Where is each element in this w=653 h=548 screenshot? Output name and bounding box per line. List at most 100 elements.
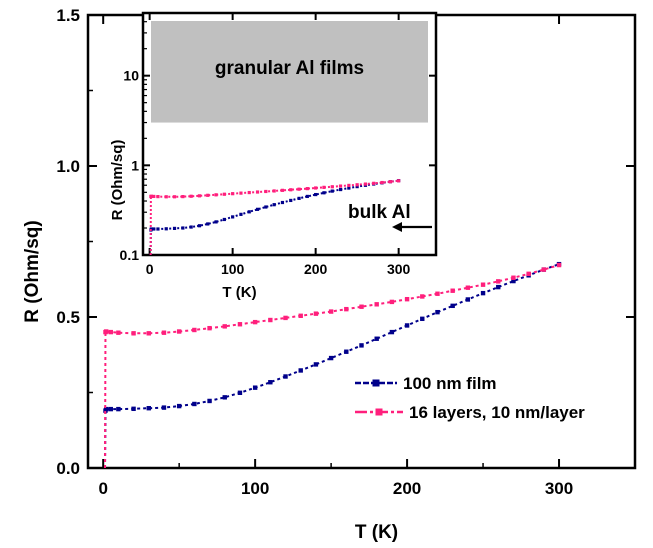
main-data-point [541, 267, 547, 272]
inset-series-1 [149, 179, 401, 256]
main-data-point [298, 368, 303, 373]
inset-y-axis-title: R (Ohm/sq) [109, 140, 126, 221]
main-y-axis-title: R (Ohm/sq) [22, 220, 43, 322]
main-data-point [511, 278, 516, 284]
main-data-point [450, 303, 455, 309]
main-data-point [104, 329, 109, 334]
main-data-point [404, 323, 410, 328]
inset-data-point [206, 193, 210, 197]
inset-data-point [322, 185, 326, 189]
main-series-1 [103, 262, 562, 469]
main-x-tick-label: 300 [545, 479, 573, 498]
main-series-line [104, 264, 560, 469]
main-data-point [131, 406, 136, 412]
main-data-point [116, 330, 121, 335]
main-data-point [511, 275, 516, 280]
legend-swatch-marker [372, 379, 380, 387]
main-data-point [480, 290, 486, 296]
inset-data-point [149, 227, 153, 231]
main-data-point [252, 385, 258, 390]
main-data-point [108, 329, 113, 335]
main-x-tick-label: 0 [98, 479, 107, 498]
inset-data-point [222, 217, 226, 222]
main-data-point [496, 279, 501, 284]
main-y-tick-label: 0.5 [56, 308, 80, 327]
inset-data-point [355, 183, 359, 187]
inset-data-point [338, 187, 343, 192]
inset-data-point [231, 192, 235, 196]
inset-data-point [338, 184, 343, 188]
main-data-point [237, 390, 243, 396]
main-data-point [374, 302, 379, 307]
main-data-point [328, 355, 334, 361]
inset-data-point [397, 179, 401, 183]
main-y-tick-label: 0.0 [56, 459, 80, 478]
inset-data-point [264, 205, 268, 209]
inset-data-point [247, 210, 251, 214]
main-data-point [237, 322, 243, 327]
inset-data-point [380, 180, 384, 185]
inset-data-point [172, 226, 177, 230]
main-data-point [298, 313, 303, 318]
inset-data-point [164, 227, 168, 231]
inset-plot-frame [141, 11, 438, 257]
inset-x-tick-label: 200 [304, 261, 328, 277]
main-data-point [283, 374, 288, 379]
inset-data-point [156, 227, 160, 231]
main-data-point [161, 405, 167, 410]
main-data-point [131, 331, 136, 336]
main-data-point [176, 403, 182, 409]
main-data-point [374, 336, 379, 341]
inset-data-point [272, 203, 276, 207]
main-data-point [104, 406, 109, 412]
main-data-point [313, 311, 319, 316]
main-data-point [207, 325, 212, 331]
bulk-al-arrow [392, 222, 432, 232]
main-data-point [344, 306, 349, 312]
main-data-point [268, 380, 273, 385]
inset-series-line [149, 179, 399, 256]
inset-data-point [156, 195, 160, 199]
main-data-point [389, 329, 395, 335]
inset-data-point [197, 224, 202, 228]
main-data-point [526, 271, 531, 277]
granular-films-band [151, 21, 428, 123]
inset-data-point [152, 194, 156, 199]
inset-data-point [149, 194, 153, 198]
main-data-point [465, 297, 471, 302]
main-data-point [420, 294, 425, 299]
main-data-point [450, 288, 455, 293]
inset-data-point [355, 185, 359, 189]
inset-data-point [280, 188, 285, 192]
main-data-point [556, 262, 562, 268]
main-data-point [313, 362, 319, 367]
main-data-point [108, 406, 113, 412]
inset-data-point [272, 189, 276, 193]
inset-data-point [305, 194, 309, 199]
main-data-point [283, 315, 288, 321]
inset-data-point [197, 194, 202, 198]
inset-data-point [214, 193, 218, 197]
main-data-point [359, 343, 364, 348]
inset-data-point [330, 189, 334, 193]
inset-data-point [322, 191, 326, 195]
main-data-point [222, 324, 227, 329]
inset-data-point [372, 181, 376, 185]
inset-data-point [164, 195, 168, 199]
main-data-point [116, 406, 121, 412]
inset-data-point [231, 215, 235, 219]
inset-data-point [314, 186, 318, 190]
inset-data-point [255, 207, 260, 211]
inset-series-line [149, 179, 399, 256]
inset-data-point [239, 212, 243, 216]
inset-data-point [181, 195, 185, 199]
inset-data-point [289, 188, 293, 192]
inset-data-point [189, 225, 193, 229]
main-data-point [496, 284, 501, 290]
legend-label: 100 nm film [403, 374, 497, 393]
inset-x-axis-title: T (K) [222, 284, 256, 301]
main-x-tick-label: 100 [241, 479, 269, 498]
main-data-point [328, 309, 334, 314]
legend-swatch-marker [375, 408, 383, 416]
